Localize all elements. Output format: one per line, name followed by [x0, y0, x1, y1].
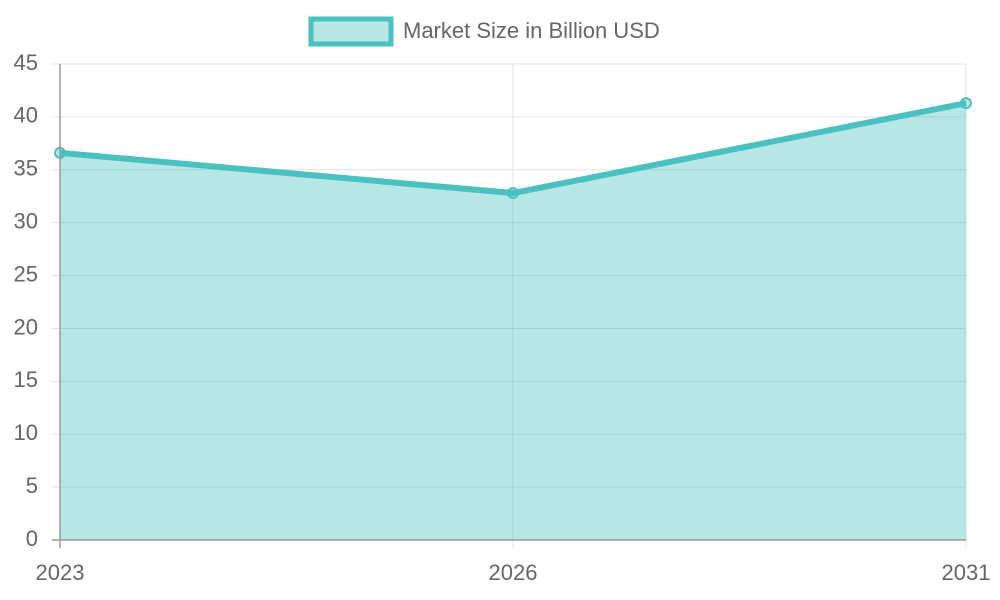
- y-tick-label: 20: [14, 314, 38, 339]
- y-tick-label: 40: [14, 103, 38, 128]
- legend-label: Market Size in Billion USD: [403, 18, 660, 43]
- y-tick-label: 5: [26, 473, 38, 498]
- legend-swatch: [308, 16, 394, 47]
- y-tick-label: 35: [14, 156, 38, 181]
- y-tick-label: 15: [14, 367, 38, 392]
- point: [960, 97, 972, 110]
- line: [59, 100, 967, 197]
- y-tick-label: 0: [26, 526, 38, 551]
- y-tick-label: 45: [14, 50, 38, 75]
- point: [507, 187, 519, 200]
- y-tick-label: 30: [14, 208, 38, 233]
- area: [60, 103, 966, 540]
- x-tick-label: 2023: [36, 560, 85, 585]
- x-tick-label: 2031: [942, 560, 991, 585]
- y-tick-label: 25: [14, 261, 38, 286]
- y-tick-label: 10: [14, 420, 38, 445]
- x-tick-label: 2026: [489, 560, 538, 585]
